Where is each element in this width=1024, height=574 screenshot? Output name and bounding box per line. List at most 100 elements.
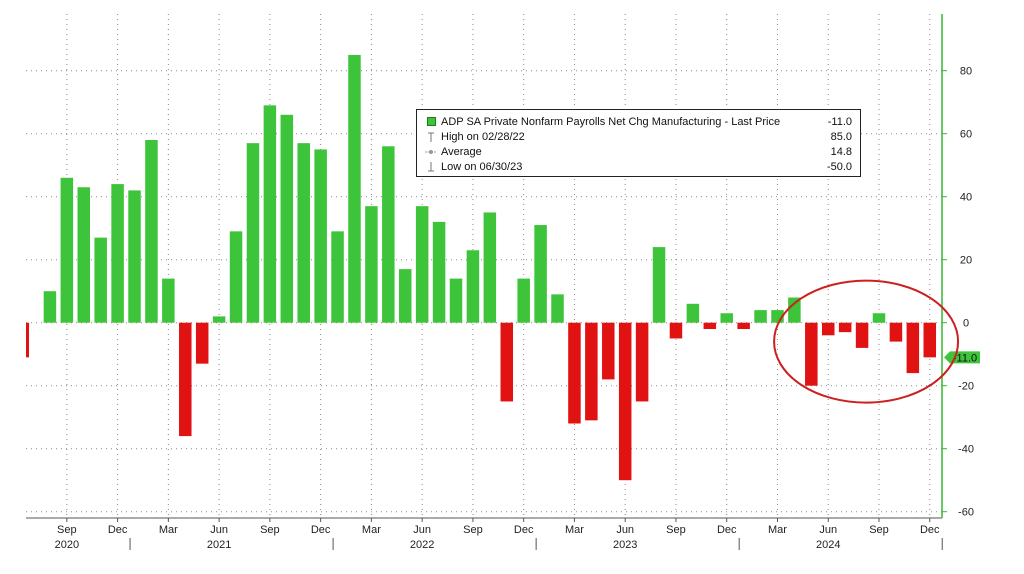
x-tick-label: Jun — [819, 524, 837, 536]
low-marker-icon — [428, 162, 434, 172]
high-marker-icon — [428, 132, 434, 142]
x-tick-label: Mar — [565, 524, 584, 536]
bar — [331, 231, 344, 323]
bar — [195, 322, 209, 364]
legend-row-average: Average 14.8 — [423, 145, 852, 159]
bar — [788, 297, 801, 323]
bar — [111, 184, 124, 323]
x-tick-label: Jun — [210, 524, 228, 536]
bar — [618, 322, 632, 481]
bar — [466, 250, 480, 323]
bar — [382, 146, 395, 323]
bar — [517, 278, 530, 323]
bar — [906, 322, 920, 374]
bar — [263, 105, 277, 323]
bar — [398, 269, 412, 323]
legend-row-high: High on 02/28/22 85.0 — [423, 130, 852, 144]
bar — [145, 140, 158, 323]
bar — [821, 322, 835, 336]
bar — [889, 322, 903, 342]
bar — [432, 221, 446, 323]
bar — [348, 54, 361, 323]
bar — [534, 225, 547, 323]
x-tick-label: Dec — [311, 524, 331, 536]
x-tick-label: Dec — [920, 524, 940, 536]
bar — [365, 206, 378, 323]
bar — [602, 322, 615, 380]
y-tick-label: 40 — [960, 192, 972, 204]
y-tick-label: 60 — [960, 129, 972, 141]
series-swatch-icon — [427, 117, 436, 126]
bar — [297, 143, 310, 323]
bar — [162, 278, 175, 323]
legend-high-value: 85.0 — [830, 131, 852, 143]
x-tick-label: Sep — [666, 524, 686, 536]
bar — [585, 322, 598, 421]
bar — [686, 303, 700, 323]
last-price-label: -11.0 — [953, 352, 977, 364]
bar — [449, 278, 463, 323]
bar — [212, 316, 226, 323]
bar — [26, 322, 29, 358]
legend-high-label: High on 02/28/22 — [441, 131, 525, 143]
x-tick-label: Jun — [413, 524, 431, 536]
bar — [483, 212, 497, 323]
x-tick-label: Jun — [616, 524, 634, 536]
x-tick-label: Mar — [768, 524, 787, 536]
bar — [43, 291, 57, 323]
bar — [314, 149, 327, 323]
bar — [60, 177, 74, 323]
bar — [737, 322, 750, 329]
bar — [229, 231, 243, 323]
bar — [128, 190, 141, 323]
x-year-label: 2023 — [613, 539, 637, 551]
x-year-label: 2020 — [55, 539, 79, 551]
y-tick-label: -60 — [958, 507, 974, 519]
bar — [805, 322, 818, 386]
y-tick-label: 20 — [960, 255, 972, 267]
axes: -60 -40 -20 0 20 40 60 80 Sep Dec Mar Jun Sep Dec Mar J… — [26, 14, 974, 551]
bar — [568, 322, 581, 424]
x-year-label: 2021 — [207, 539, 231, 551]
x-tick-label: Dec — [717, 524, 737, 536]
y-tick-label: 0 — [963, 318, 969, 330]
y-tick-label: 80 — [960, 66, 972, 78]
bar — [838, 322, 852, 333]
legend-average-value: 14.8 — [830, 146, 852, 158]
bar — [872, 313, 886, 323]
bar — [500, 322, 514, 402]
bar — [720, 313, 733, 323]
bar — [703, 322, 717, 329]
bar — [551, 294, 564, 323]
y-tick-label: -40 — [958, 444, 974, 456]
legend-low-label: Low on 06/30/23 — [441, 161, 523, 173]
legend-series-title: ADP SA Private Nonfarm Payrolls Net Chg … — [441, 116, 781, 128]
bar — [855, 322, 869, 348]
bar — [635, 322, 649, 402]
x-year-label: 2024 — [816, 539, 840, 551]
bar — [179, 322, 192, 437]
x-tick-label: Sep — [869, 524, 889, 536]
legend-average-label: Average — [441, 146, 482, 158]
y-tick-label: -20 — [958, 381, 974, 393]
legend-last-value: -11.0 — [827, 116, 852, 128]
legend: ADP SA Private Nonfarm Payrolls Net Chg … — [416, 109, 861, 177]
bars — [26, 54, 937, 481]
bar — [652, 247, 666, 323]
x-year-label: 2022 — [410, 539, 434, 551]
gridlines — [26, 14, 942, 518]
average-marker-icon — [425, 150, 437, 154]
bar — [669, 322, 683, 339]
legend-row-series: ADP SA Private Nonfarm Payrolls Net Chg … — [423, 115, 852, 129]
x-tick-label: Sep — [463, 524, 483, 536]
highlight-ellipse — [773, 279, 960, 404]
bar — [923, 322, 937, 358]
x-tick-label: Sep — [260, 524, 280, 536]
x-tick-label: Sep — [57, 524, 77, 536]
bar — [77, 187, 91, 323]
x-tick-label: Dec — [514, 524, 534, 536]
legend-row-low: Low on 06/30/23 -50.0 — [423, 160, 852, 174]
bar — [246, 143, 260, 323]
bar — [754, 310, 767, 323]
